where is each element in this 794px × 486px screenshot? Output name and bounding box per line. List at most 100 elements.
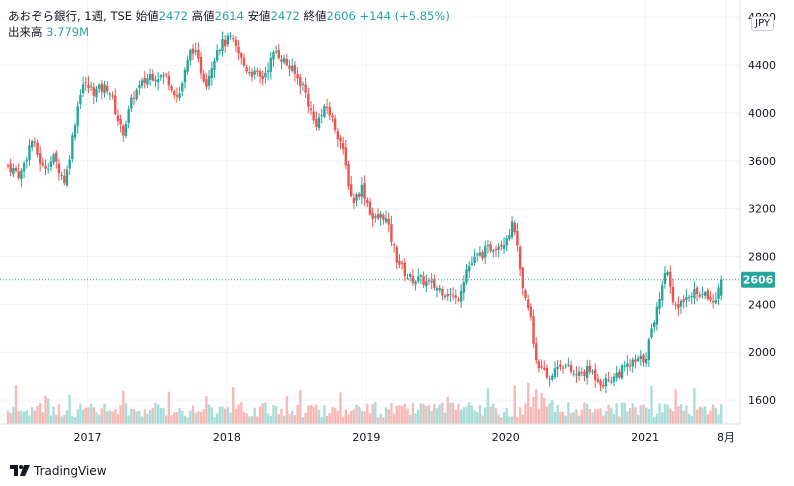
candle-body <box>521 267 525 289</box>
candle-body <box>269 57 272 72</box>
high-value: 2614 <box>214 9 244 23</box>
volume-bar <box>406 408 409 424</box>
volume-bar <box>462 407 466 424</box>
volume-bar <box>371 404 374 424</box>
candle-body <box>395 247 398 263</box>
volume-bar <box>30 406 34 424</box>
candle-body <box>205 79 208 87</box>
volume-bar <box>242 411 246 424</box>
candle-body <box>148 73 152 80</box>
volume-bar <box>138 410 141 424</box>
candle-body <box>33 141 37 143</box>
volume-bar <box>508 416 511 424</box>
candle-body <box>502 245 506 249</box>
y-tick-label: 1600 <box>748 394 776 407</box>
candle-body <box>28 145 31 161</box>
chart-legend: あおぞら銀行, 1週, TSE 始値2472 高値2614 安値2472 終値2… <box>8 8 450 40</box>
candle-body <box>264 73 267 78</box>
candle-body <box>575 374 578 376</box>
volume-bar <box>304 412 307 424</box>
candle-body <box>108 93 112 95</box>
candle-body <box>331 115 334 118</box>
candle-body <box>682 299 685 302</box>
candle-body <box>202 73 205 82</box>
volume-bar <box>87 407 90 424</box>
volume-bar <box>435 408 439 424</box>
volume-bar <box>446 396 449 424</box>
candle-body <box>291 65 294 71</box>
candle-body <box>237 46 240 54</box>
volume-bar <box>612 413 616 424</box>
candle-body <box>344 147 348 166</box>
candle-body <box>14 168 18 172</box>
candle-body <box>312 111 315 121</box>
candle-body <box>232 38 235 40</box>
volume-bar <box>652 416 656 424</box>
volume-bar <box>419 403 423 424</box>
volume-bar <box>569 413 573 424</box>
symbol-title[interactable]: あおぞら銀行, 1週, TSE <box>8 9 133 23</box>
volume-bar <box>47 398 50 424</box>
candle-body <box>242 57 246 66</box>
candlesticks <box>6 31 723 394</box>
volume-bar <box>559 411 562 424</box>
candle-body <box>467 265 471 272</box>
volume-bar <box>264 402 267 424</box>
candle-body <box>433 279 436 289</box>
candle-body <box>97 84 101 89</box>
volume-bar <box>690 415 693 424</box>
candle-body <box>462 281 466 293</box>
volume-bar <box>384 407 388 424</box>
candle-body <box>293 65 297 74</box>
currency-button[interactable]: JPY <box>751 16 774 31</box>
candle-body <box>532 316 535 345</box>
candle-body <box>459 291 463 302</box>
candle-body <box>218 49 222 51</box>
candle-body <box>366 200 369 203</box>
tradingview-logo[interactable]: TradingView <box>10 464 107 478</box>
volume-bar <box>232 387 235 424</box>
candle-body <box>288 65 291 69</box>
candle-body <box>376 214 380 219</box>
volume-bar <box>585 403 589 424</box>
candle-body <box>642 354 645 363</box>
candle-body <box>666 271 669 275</box>
candle-body <box>548 378 551 380</box>
candle-body <box>84 82 87 84</box>
candle-body <box>229 35 232 37</box>
candle-body <box>253 70 256 75</box>
candle-body <box>470 263 474 265</box>
volume-bar <box>277 414 281 424</box>
volume-bar <box>610 407 613 424</box>
volume-bar <box>140 416 144 424</box>
candle-body <box>644 358 648 364</box>
volume-bar <box>186 417 189 424</box>
volume-bar <box>81 409 85 424</box>
volume-bar <box>709 410 712 424</box>
candle-body <box>449 294 452 296</box>
candle-body <box>223 39 227 47</box>
candle-body <box>695 287 699 295</box>
volume-bar <box>500 417 503 424</box>
candle-body <box>301 83 305 85</box>
volume-bar <box>543 397 546 424</box>
volume-bar <box>655 413 659 424</box>
candle-body <box>572 373 575 375</box>
volume-bar <box>57 404 61 424</box>
candle-body <box>234 39 238 46</box>
volume-bar <box>25 410 28 424</box>
candle-body <box>317 117 321 129</box>
volume-bar <box>320 416 323 424</box>
tradingview-icon <box>10 465 30 476</box>
candle-body <box>368 201 372 215</box>
candle-body <box>529 306 533 317</box>
volume-bar <box>234 408 238 424</box>
candle-body <box>379 213 382 218</box>
candle-body <box>703 292 707 296</box>
candle-body <box>693 288 696 299</box>
volume-bar <box>564 415 567 424</box>
volume-bar <box>599 407 602 424</box>
volume-bar <box>28 415 31 424</box>
volume-bar <box>634 407 637 424</box>
